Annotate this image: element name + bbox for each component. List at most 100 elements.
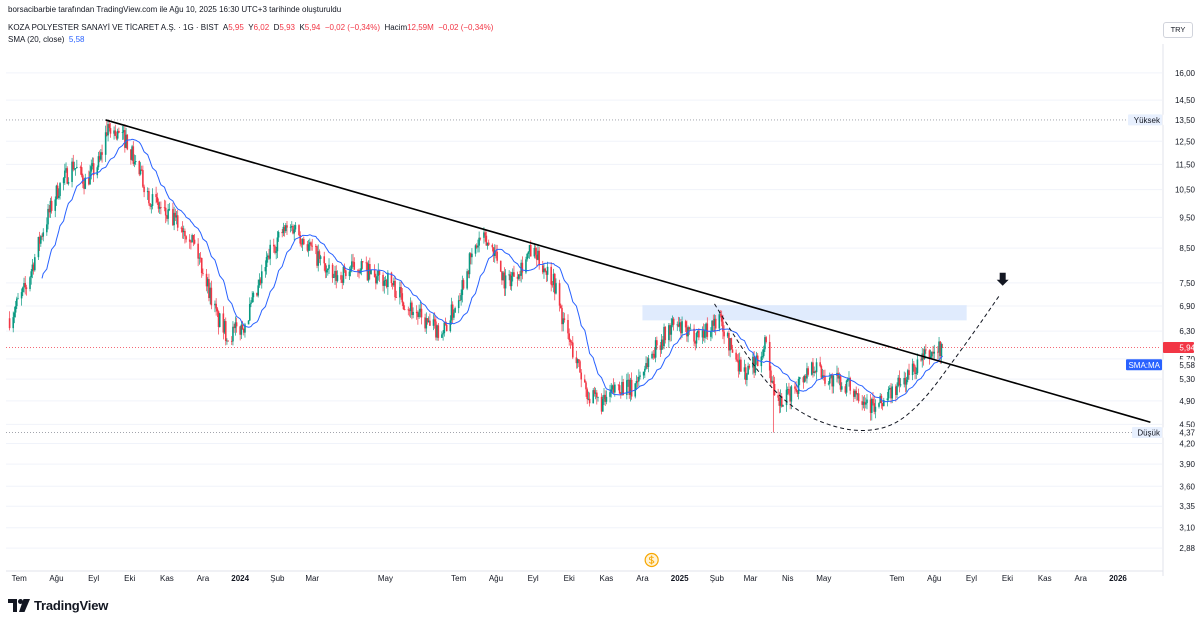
candle-body [748, 365, 751, 368]
candle-body [474, 245, 477, 254]
candle-body [370, 270, 372, 274]
candle [13, 306, 16, 324]
candle [210, 280, 213, 310]
candle [671, 315, 674, 328]
candle [55, 184, 58, 206]
candle-body [779, 396, 782, 406]
volume-change-value: −0,02 (−0,34%) [438, 23, 494, 32]
candle [83, 177, 85, 195]
candle [168, 202, 171, 212]
candle [293, 224, 295, 241]
candle-body [468, 253, 471, 275]
candle-body [602, 398, 604, 412]
time-tick-label: Nis [782, 574, 794, 583]
candle [932, 345, 934, 360]
candle [202, 268, 204, 276]
candle [737, 353, 740, 378]
range-high-label-text: Yüksek [1134, 116, 1161, 125]
candle [827, 380, 830, 386]
candle [503, 267, 506, 297]
candle-body [331, 264, 334, 278]
candle-body [820, 366, 823, 378]
candle [328, 258, 330, 274]
sma-value-tag-bg [1163, 359, 1194, 371]
candle-body [66, 168, 69, 184]
candle-body [604, 394, 607, 402]
candle-body [298, 225, 300, 235]
candle [307, 239, 310, 257]
candle [292, 224, 294, 235]
candle-body [846, 378, 849, 381]
candle [731, 344, 734, 353]
candle [509, 271, 512, 290]
candle-body [450, 304, 453, 321]
candle [925, 344, 927, 354]
candle [247, 320, 250, 325]
candle-body [373, 270, 376, 277]
candle [375, 273, 377, 290]
candle [933, 344, 936, 359]
candle [54, 196, 57, 218]
candle-body [248, 304, 251, 321]
candle [79, 165, 82, 175]
candle [419, 301, 422, 318]
candle-body [402, 302, 405, 310]
candle [468, 252, 471, 279]
candle-body [432, 319, 435, 326]
range-high-label-bg [1128, 114, 1162, 126]
candle [475, 243, 478, 249]
candle [662, 336, 664, 350]
price-tick-label: 3,35 [1179, 502, 1195, 511]
candle-body [483, 232, 485, 238]
price-tick-label: 7,50 [1179, 279, 1195, 288]
tradingview-logo[interactable]: TradingView [8, 598, 108, 613]
candle [738, 352, 741, 375]
candle-body [247, 320, 250, 325]
currency-button[interactable]: TRY [1163, 22, 1193, 38]
candle [644, 365, 646, 378]
candle [636, 376, 639, 388]
candle [191, 233, 193, 243]
candle [100, 148, 102, 162]
candle-body [138, 161, 141, 175]
candle-body [30, 271, 33, 278]
candle [306, 240, 309, 253]
candle [544, 267, 546, 273]
candle [217, 310, 220, 335]
candle [780, 392, 783, 408]
candle-body [31, 264, 34, 272]
candle-body [394, 280, 396, 298]
candle-body [517, 274, 520, 279]
candle-body [230, 340, 233, 342]
candle [383, 277, 386, 294]
candle-body [360, 261, 363, 271]
candle [268, 248, 270, 261]
candle-body [173, 212, 175, 226]
candle-body [32, 264, 35, 271]
candle [519, 270, 521, 282]
candle [400, 281, 402, 300]
candle [504, 269, 507, 296]
candle [761, 349, 764, 361]
time-tick-label: Ara [636, 574, 649, 583]
candle-body [14, 306, 17, 313]
dividend-marker-icon [644, 552, 659, 568]
candle [351, 254, 353, 273]
candle [533, 243, 536, 259]
candle [73, 161, 76, 171]
chart-credit: borsacibarbie tarafından TradingView.com… [8, 5, 342, 14]
candle [340, 271, 342, 284]
candle [786, 386, 789, 395]
time-tick-label: Ağu [49, 574, 63, 583]
candle [553, 272, 556, 301]
candle-body [636, 380, 639, 382]
candle-body [475, 245, 478, 248]
candle-body [80, 167, 83, 176]
symbol-legend: KOZA POLYESTER SANAYİ VE TİCARET A.Ş. · … [8, 23, 493, 32]
candle-body [731, 349, 734, 353]
candle [408, 308, 411, 317]
candle [513, 265, 515, 277]
candle [702, 323, 705, 342]
candle [360, 258, 363, 276]
